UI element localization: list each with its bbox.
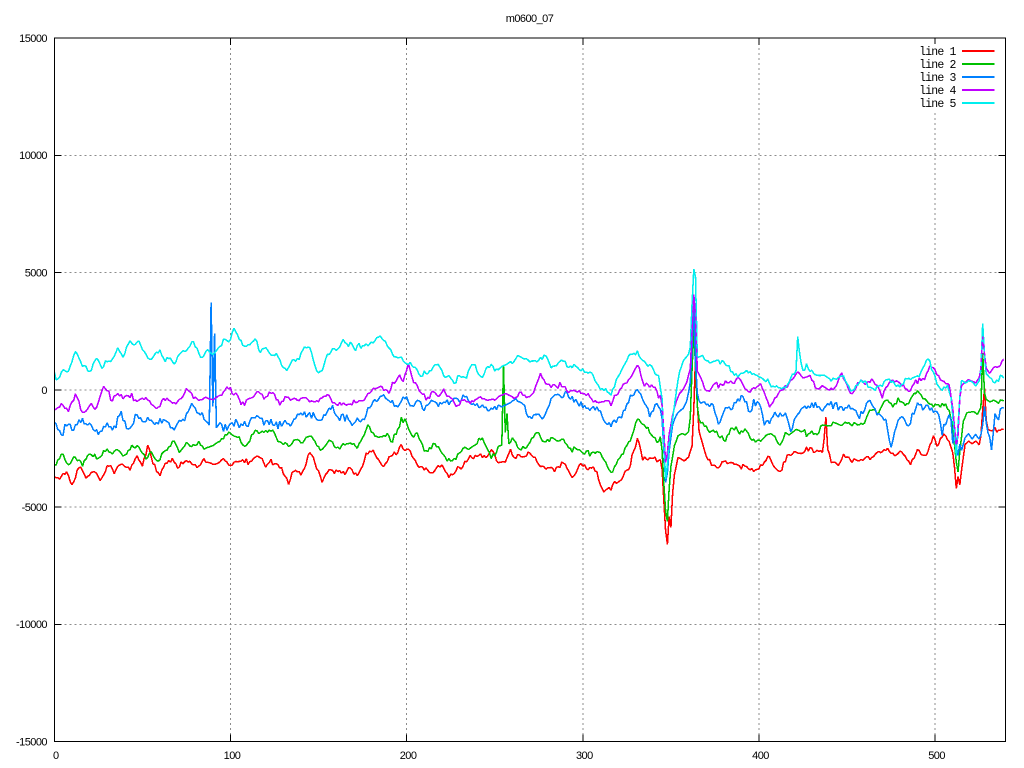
svg-text:100: 100	[224, 750, 241, 762]
svg-text:400: 400	[752, 750, 769, 762]
svg-text:line 1: line 1	[919, 46, 956, 59]
svg-text:line 3: line 3	[919, 72, 956, 85]
svg-text:-15000: -15000	[16, 737, 47, 749]
svg-text:m0600_07: m0600_07	[506, 13, 554, 25]
svg-text:-5000: -5000	[22, 502, 48, 514]
svg-text:200: 200	[400, 750, 417, 762]
svg-text:line 4: line 4	[919, 85, 956, 98]
svg-text:line 2: line 2	[919, 59, 956, 72]
svg-text:10000: 10000	[19, 150, 47, 162]
svg-text:0: 0	[41, 385, 47, 397]
svg-text:5000: 5000	[25, 268, 48, 280]
svg-text:-10000: -10000	[16, 619, 47, 631]
svg-text:300: 300	[576, 750, 593, 762]
svg-text:500: 500	[928, 750, 945, 762]
svg-text:line 5: line 5	[919, 98, 956, 111]
svg-text:0: 0	[53, 750, 59, 762]
svg-text:15000: 15000	[19, 33, 47, 45]
